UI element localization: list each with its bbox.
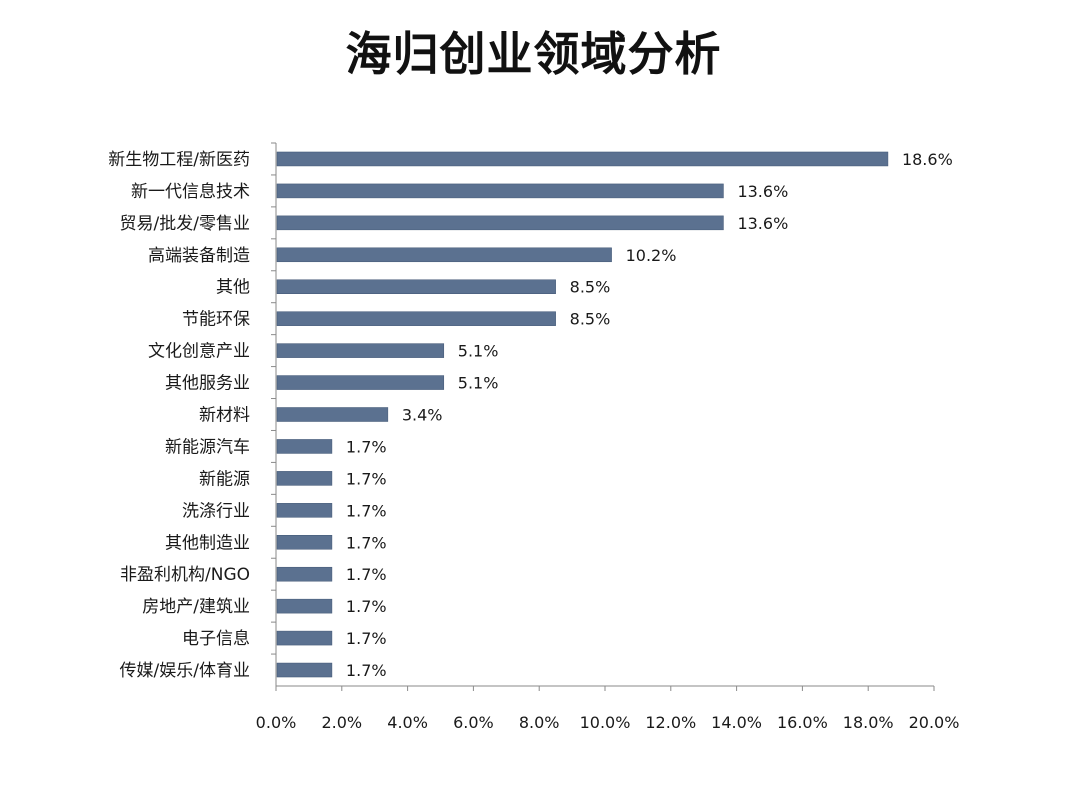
- bar: [276, 375, 445, 390]
- data-label: 1.7%: [346, 437, 387, 456]
- data-label: 8.5%: [570, 278, 611, 297]
- bar: [276, 566, 333, 582]
- data-label: 5.1%: [458, 342, 499, 361]
- labels: 0.0% 2.0% 4.0% 6.0% 8.0% 10.0% 12.0% 14.0% 16.0%…: [108, 150, 959, 732]
- category-label: 洗涤行业: [182, 501, 250, 521]
- bar: [276, 407, 389, 422]
- x-tick-label: 0.0%: [256, 713, 297, 732]
- data-label: 13.6%: [737, 214, 788, 233]
- data-label: 3.4%: [402, 406, 443, 425]
- bar: [276, 598, 333, 614]
- x-tick-label: 10.0%: [580, 713, 631, 732]
- bar: [276, 662, 333, 678]
- x-tick-label: 14.0%: [711, 713, 762, 732]
- category-label: 高端装备制造: [148, 246, 250, 266]
- category-label: 传媒/娱乐/体育业: [120, 661, 250, 681]
- bar: [276, 630, 333, 646]
- bar: [276, 247, 612, 263]
- bar: [276, 535, 333, 550]
- data-label: 1.7%: [346, 629, 387, 648]
- axes: [271, 142, 935, 691]
- data-label: 1.7%: [346, 565, 387, 584]
- bars: [276, 151, 889, 678]
- category-label: 新能源汽车: [165, 437, 250, 457]
- bar: [276, 279, 556, 294]
- bar: [276, 503, 333, 518]
- x-tick-label: 2.0%: [321, 713, 362, 732]
- bar: [276, 151, 889, 167]
- category-label: 新材料: [199, 406, 250, 426]
- bar: [276, 471, 333, 486]
- category-label: 其他: [216, 278, 250, 298]
- x-tick-label: 6.0%: [453, 713, 494, 732]
- category-label: 非盈利机构/NGO: [120, 565, 250, 585]
- data-label: 10.2%: [626, 246, 677, 265]
- category-label: 节能环保: [182, 310, 250, 330]
- data-label: 5.1%: [458, 374, 499, 393]
- data-label: 13.6%: [737, 182, 788, 201]
- chart-title: 海归创业领域分析: [345, 27, 722, 81]
- category-label: 电子信息: [182, 629, 250, 649]
- x-tick-label: 20.0%: [909, 713, 960, 732]
- category-label: 贸易/批发/零售业: [120, 214, 250, 234]
- data-label: 1.7%: [346, 469, 387, 488]
- x-tick-label: 8.0%: [519, 713, 560, 732]
- data-label: 1.7%: [346, 597, 387, 616]
- bar: [276, 183, 724, 199]
- data-label: 18.6%: [902, 150, 953, 169]
- x-tick-label: 16.0%: [777, 713, 828, 732]
- category-label: 新一代信息技术: [131, 182, 250, 202]
- data-label: 8.5%: [570, 310, 611, 329]
- data-label: 1.7%: [346, 501, 387, 520]
- x-tick-label: 4.0%: [387, 713, 428, 732]
- category-label: 房地产/建筑业: [142, 597, 250, 617]
- data-label: 1.7%: [346, 533, 387, 552]
- x-tick-label: 12.0%: [645, 713, 696, 732]
- category-label: 其他服务业: [165, 374, 250, 394]
- bar: [276, 215, 724, 231]
- bar: [276, 343, 445, 358]
- category-label: 新能源: [199, 469, 250, 489]
- data-label: 1.7%: [346, 661, 387, 680]
- bar: [276, 311, 556, 326]
- bar: [276, 439, 333, 454]
- category-label: 新生物工程/新医药: [108, 150, 250, 170]
- category-label: 文化创意产业: [148, 342, 250, 362]
- x-tick-label: 18.0%: [843, 713, 894, 732]
- category-label: 其他制造业: [165, 533, 250, 553]
